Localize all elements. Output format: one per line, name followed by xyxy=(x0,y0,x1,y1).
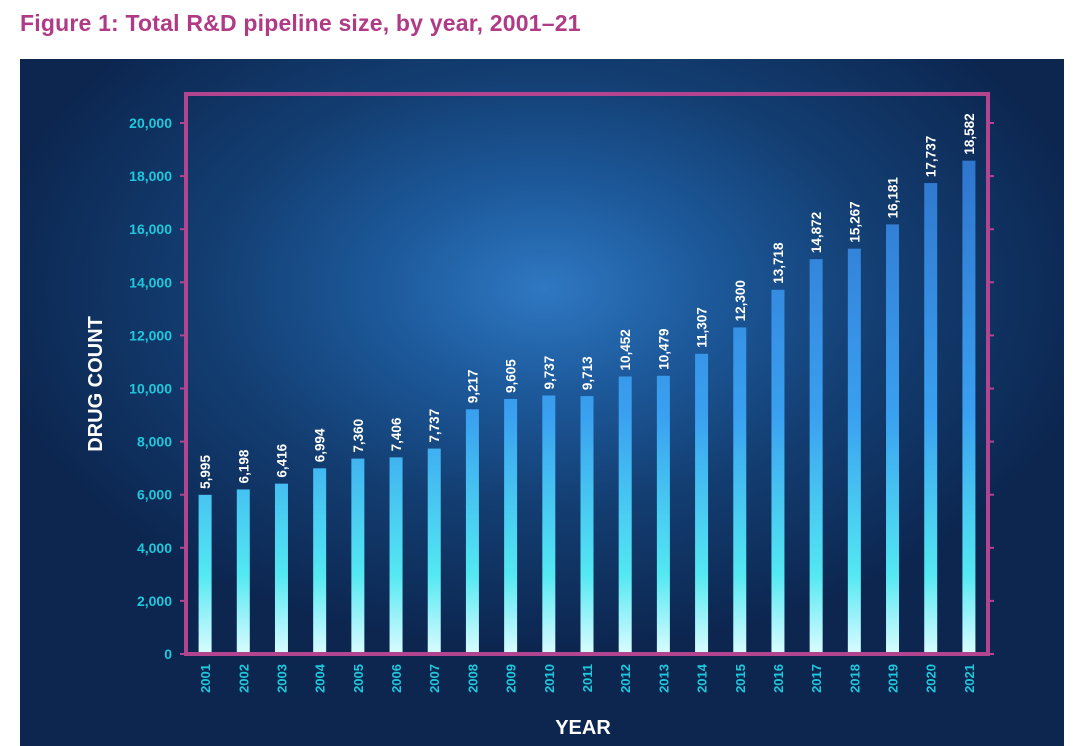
data-label-2021: 18,582 xyxy=(962,113,977,154)
data-label-2016: 13,718 xyxy=(771,242,786,284)
y-tick-label: 18,000 xyxy=(129,168,172,184)
y-tick-label: 8,000 xyxy=(137,434,172,450)
x-tick-label: 2003 xyxy=(274,664,289,693)
y-tick-label: 12,000 xyxy=(129,327,172,343)
bar-2017 xyxy=(809,259,823,654)
bar-2007 xyxy=(427,448,441,654)
x-tick-label: 2016 xyxy=(771,664,786,693)
y-tick-label: 2,000 xyxy=(137,593,172,609)
x-tick-label: 2020 xyxy=(924,664,939,693)
x-tick-label: 2008 xyxy=(465,664,480,693)
data-label-2010: 9,737 xyxy=(542,356,557,390)
bar-2001 xyxy=(198,494,212,654)
x-tick-label: 2021 xyxy=(962,664,977,693)
y-tick-label: 20,000 xyxy=(129,115,172,131)
bar-2003 xyxy=(274,483,288,654)
x-tick-label: 2006 xyxy=(389,664,404,693)
bar-2006 xyxy=(389,457,403,654)
x-tick-label: 2012 xyxy=(618,664,633,693)
data-label-2017: 14,872 xyxy=(809,212,824,253)
bar-2019 xyxy=(886,224,900,654)
figure-title: Figure 1: Total R&D pipeline size, by ye… xyxy=(20,10,581,36)
bar-2002 xyxy=(236,489,250,654)
bar-2008 xyxy=(465,409,479,654)
x-tick-label: 2018 xyxy=(847,664,862,693)
bar-2005 xyxy=(351,458,365,654)
x-ticks: 2001 2002 2003 2004 2005 2006 2007 2008 2009 2010… xyxy=(198,663,977,693)
x-tick-label: 2011 xyxy=(580,664,595,692)
plot-frame xyxy=(184,92,990,656)
x-tick-label: 2013 xyxy=(656,664,671,693)
x-tick-label: 2007 xyxy=(427,664,442,693)
data-label-2018: 15,267 xyxy=(847,201,862,242)
data-label-2015: 12,300 xyxy=(733,280,748,321)
x-tick-label: 2017 xyxy=(809,664,824,693)
bar-2013 xyxy=(656,375,670,654)
x-tick-label: 2015 xyxy=(733,664,748,693)
bar-2016 xyxy=(771,289,785,654)
data-label-2005: 7,360 xyxy=(351,419,366,453)
y-tick-label: 14,000 xyxy=(129,274,172,290)
y-ticks: 0 2,000 4,000 6,000 8,000 10,000 12,000 14,000 1… xyxy=(129,115,994,662)
data-label-2011: 9,713 xyxy=(580,356,595,390)
x-tick-label: 2002 xyxy=(236,664,251,693)
bar-2012 xyxy=(618,376,632,654)
x-axis-title: YEAR xyxy=(555,717,611,739)
bar-chart: 0 2,000 4,000 6,000 8,000 10,000 12,000 14,000 1… xyxy=(85,92,994,739)
data-label-2020: 17,737 xyxy=(924,136,939,177)
y-tick-label: 16,000 xyxy=(129,221,172,237)
x-tick-label: 2010 xyxy=(542,664,557,693)
data-label-2008: 9,217 xyxy=(465,369,480,403)
x-tick-label: 2005 xyxy=(351,664,366,693)
data-label-2012: 10,452 xyxy=(618,329,633,370)
bar-2010 xyxy=(542,395,556,654)
data-label-2009: 9,605 xyxy=(504,359,519,393)
x-tick-label: 2019 xyxy=(886,664,901,693)
bar-2009 xyxy=(504,398,518,654)
x-tick-label: 2004 xyxy=(313,663,328,693)
bar-2004 xyxy=(313,468,327,654)
bar-2011 xyxy=(580,396,594,654)
bar-2018 xyxy=(847,248,861,655)
bar-2021 xyxy=(962,160,976,655)
data-labels: 5,995 6,198 6,416 6,994 7,360 7,406 7,737 9,217… xyxy=(198,113,977,488)
bar-2014 xyxy=(695,353,709,654)
data-label-2002: 6,198 xyxy=(236,449,251,483)
data-label-2007: 7,737 xyxy=(427,409,442,443)
y-tick-label: 6,000 xyxy=(137,487,172,503)
x-tick-label: 2014 xyxy=(695,663,710,693)
y-axis-title: DRUG COUNT xyxy=(85,316,107,452)
bar-2020 xyxy=(924,183,938,654)
data-label-2003: 6,416 xyxy=(274,443,289,477)
data-label-2019: 16,181 xyxy=(886,177,901,219)
data-label-2006: 7,406 xyxy=(389,417,404,451)
y-tick-label: 10,000 xyxy=(129,381,172,397)
x-tick-label: 2009 xyxy=(504,664,519,693)
data-label-2013: 10,479 xyxy=(656,328,671,369)
data-label-2014: 11,307 xyxy=(695,307,710,348)
bar-2015 xyxy=(733,327,747,654)
data-label-2001: 5,995 xyxy=(198,455,213,489)
y-tick-label: 0 xyxy=(164,646,172,662)
chart-panel: 0 2,000 4,000 6,000 8,000 10,000 12,000 14,000 1… xyxy=(20,59,1064,746)
data-label-2004: 6,994 xyxy=(313,428,328,462)
bars-layer xyxy=(198,160,976,655)
y-tick-label: 4,000 xyxy=(137,540,172,556)
x-tick-label: 2001 xyxy=(198,664,213,693)
